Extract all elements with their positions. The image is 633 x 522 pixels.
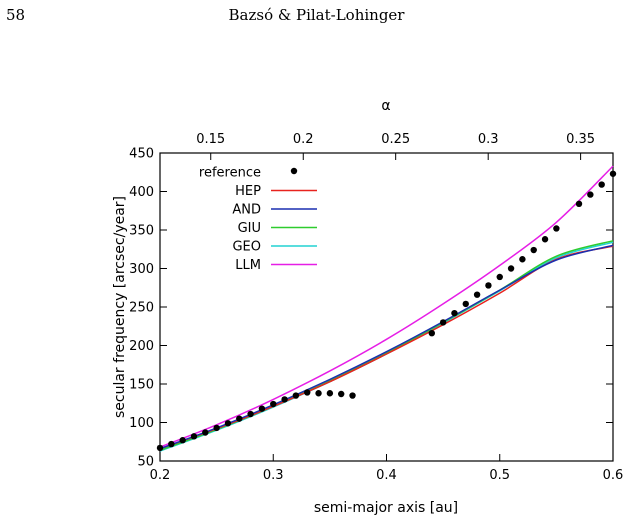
reference-point xyxy=(598,181,605,188)
reference-point xyxy=(213,424,220,432)
reference-point xyxy=(168,440,175,448)
reference-point xyxy=(519,256,526,263)
legend-label-hep: HEP xyxy=(235,184,261,199)
reference-point xyxy=(575,200,583,208)
running-head: Bazsó & Pilat-Lohinger xyxy=(228,6,405,24)
top-axis-tick-label: 0.15 xyxy=(196,132,225,147)
legend-key-reference xyxy=(290,167,298,175)
top-axis-tick-label: 0.2 xyxy=(293,132,314,147)
reference-point xyxy=(428,329,435,337)
reference-point xyxy=(190,433,198,440)
y-tick-label: 100 xyxy=(129,416,154,431)
x-tick-label: 0.6 xyxy=(603,468,624,483)
reference-point xyxy=(315,390,322,397)
reference-point xyxy=(338,390,345,398)
series-line-and xyxy=(159,244,614,450)
reference-point xyxy=(496,273,503,281)
legend-label-and: AND xyxy=(232,203,261,218)
reference-point xyxy=(179,437,186,444)
reference-point xyxy=(587,191,594,198)
reference-point xyxy=(281,396,288,403)
top-axis-tick-label: 0.35 xyxy=(566,132,595,147)
y-tick-label: 150 xyxy=(129,378,154,393)
y-tick-label: 450 xyxy=(129,147,154,162)
reference-point xyxy=(553,225,560,232)
legend-label-geo: GEO xyxy=(232,240,261,255)
reference-point xyxy=(473,291,481,298)
x-tick-label: 0.3 xyxy=(263,468,284,483)
legend-label-reference: reference xyxy=(199,166,261,181)
reference-point xyxy=(462,300,469,308)
reference-point xyxy=(541,236,549,243)
legend-label-giu: GIU xyxy=(238,221,261,236)
x-axis-label: semi-major axis [au] xyxy=(314,500,458,516)
reference-point xyxy=(507,265,515,272)
reference-point xyxy=(304,389,311,396)
y-tick-label: 300 xyxy=(129,262,154,277)
reference-point xyxy=(224,420,232,427)
reference-point xyxy=(326,390,334,397)
y-tick-label: 350 xyxy=(129,224,154,239)
reference-point xyxy=(236,415,243,422)
reference-point xyxy=(292,392,300,399)
y-tick-label: 250 xyxy=(129,301,154,316)
series-line-giu xyxy=(159,240,614,451)
legend-label-llm: LLM xyxy=(235,258,261,273)
reference-point xyxy=(530,246,537,254)
x-tick-label: 0.5 xyxy=(489,468,510,483)
reference-point xyxy=(609,170,617,177)
page-number: 58 xyxy=(6,6,26,24)
top-axis-label: α xyxy=(381,98,390,114)
reference-point xyxy=(156,444,164,452)
y-axis-label: secular frequency [arcsec/year] xyxy=(112,196,128,418)
y-tick-label: 50 xyxy=(137,455,154,470)
reference-point xyxy=(202,429,209,436)
reference-point xyxy=(439,319,447,326)
series-line-llm xyxy=(159,165,614,448)
reference-point xyxy=(270,400,277,408)
reference-point xyxy=(451,309,458,317)
y-tick-label: 200 xyxy=(129,339,154,354)
x-tick-label: 0.4 xyxy=(376,468,397,483)
reference-point xyxy=(258,405,266,412)
reference-point xyxy=(247,410,254,418)
series-line-hep xyxy=(159,245,614,450)
reference-point xyxy=(485,282,492,289)
x-tick-label: 0.2 xyxy=(150,468,171,483)
reference-point xyxy=(349,392,356,399)
y-tick-label: 400 xyxy=(129,185,154,200)
top-axis-tick-label: 0.3 xyxy=(478,132,499,147)
top-axis-tick-label: 0.25 xyxy=(381,132,410,147)
plot-frame xyxy=(159,152,614,462)
